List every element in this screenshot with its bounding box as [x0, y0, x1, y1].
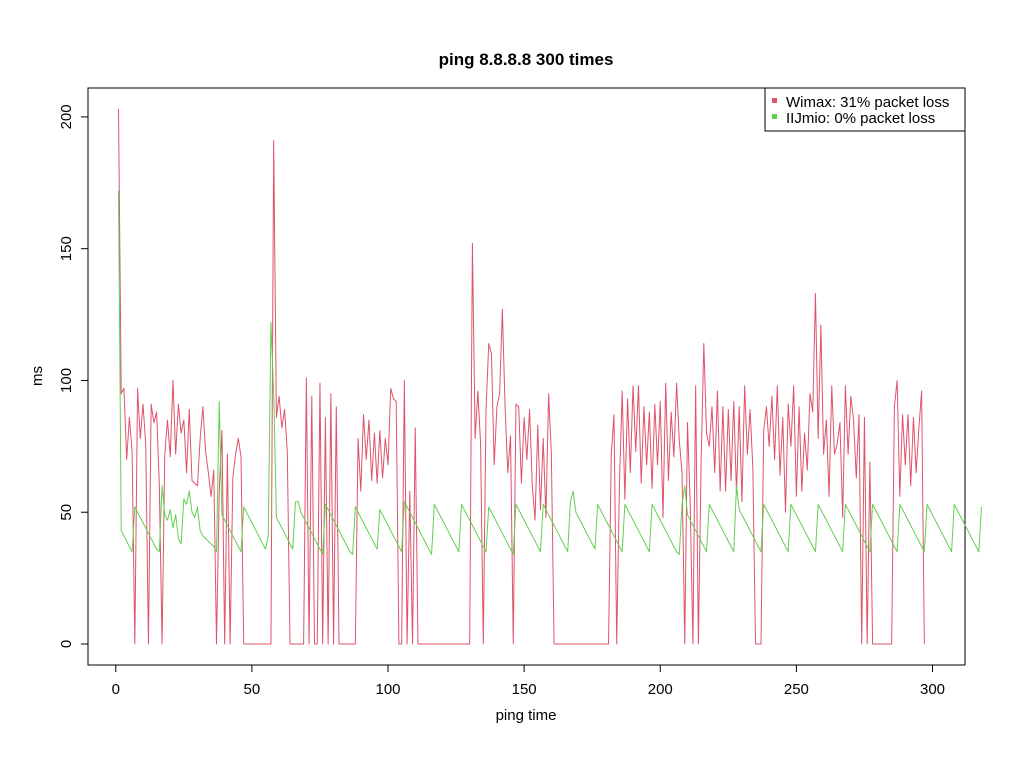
x-axis: 0 50 100 150 200 250 300: [112, 664, 945, 698]
series-layer: [118, 108, 982, 645]
x-tick-label: 250: [784, 681, 809, 698]
x-tick-label: 50: [244, 681, 261, 698]
chart-title: ping 8.8.8.8 300 times: [439, 50, 614, 69]
y-tick-label: 100: [58, 368, 75, 393]
legend-box: [764, 87, 966, 132]
x-tick-label: 100: [376, 681, 401, 698]
legend: Wimax: 31% packet loss IIJmio: 0% packet…: [764, 87, 966, 132]
plot-frame: [87, 87, 966, 666]
y-tick-label: 200: [58, 104, 75, 129]
y-tick-label: 150: [58, 236, 75, 261]
legend-swatch-wimax: [772, 98, 777, 103]
legend-swatch-iijmio: [772, 114, 777, 119]
series-line-iijmio: [118, 190, 982, 555]
legend-label-wimax: Wimax: 31% packet loss: [786, 94, 949, 111]
x-tick-label: 300: [920, 681, 945, 698]
x-tick-label: 200: [648, 681, 673, 698]
series-line-wimax: [118, 108, 925, 645]
x-tick-label: 150: [512, 681, 537, 698]
y-axis-label: ms: [29, 366, 46, 386]
x-tick-label: 0: [112, 681, 120, 698]
y-tick-label: 50: [58, 504, 75, 521]
legend-label-iijmio: IIJmio: 0% packet loss: [786, 110, 935, 127]
y-axis: 0 50 100 150 200: [58, 104, 89, 648]
y-tick-label: 0: [58, 640, 75, 648]
x-axis-label: ping time: [496, 707, 557, 724]
